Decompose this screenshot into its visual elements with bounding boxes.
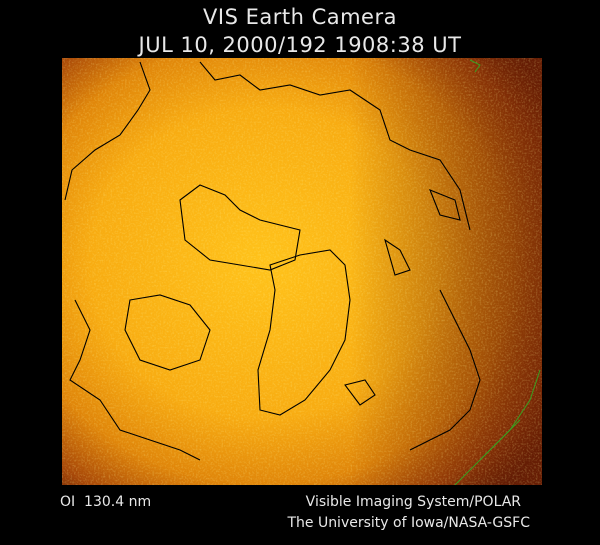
institution-label: The University of Iowa/NASA-GSFC: [286, 515, 530, 531]
green-contours: [454, 59, 541, 485]
filter-label: OI 130.4 nm: [60, 494, 151, 510]
earth-image: [62, 58, 542, 485]
coastlines: [64, 61, 481, 461]
title: VIS Earth Camera: [203, 5, 397, 29]
timestamp: JUL 10, 2000/192 1908:38 UT: [137, 33, 462, 57]
instrument-label: Visible Imaging System/POLAR: [306, 494, 522, 510]
